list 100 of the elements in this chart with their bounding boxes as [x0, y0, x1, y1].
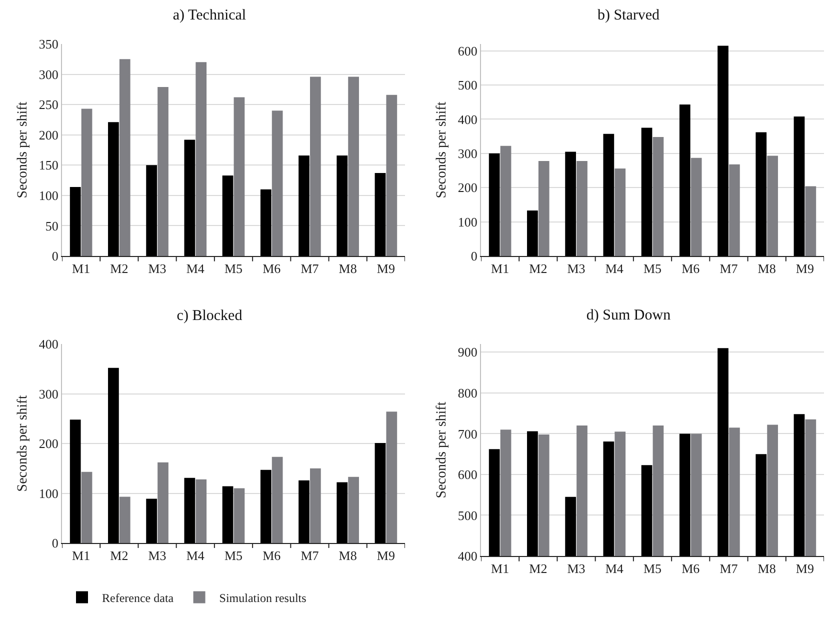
x-tick-label: M1 [72, 260, 90, 276]
x-tick-label: M5 [643, 560, 662, 576]
x-tick-label: M8 [758, 560, 776, 576]
bar [272, 456, 283, 543]
y-tick-label: 500 [458, 508, 478, 523]
y-tick-label: 50 [45, 218, 58, 234]
chart-title: a) Technical [172, 8, 246, 24]
x-tick-label: M2 [529, 260, 548, 276]
y-tick-label: 900 [458, 344, 478, 360]
bar [386, 94, 398, 256]
legend-label: Reference data [102, 590, 174, 605]
y-tick-label: 300 [38, 66, 58, 82]
x-tick-label: M3 [148, 548, 166, 563]
x-tick-label: M6 [262, 260, 282, 276]
y-tick-label: 600 [458, 467, 478, 482]
bar [794, 116, 805, 256]
x-tick-label: M3 [148, 260, 166, 276]
x-tick-label: M2 [529, 560, 548, 576]
y-tick-label: 250 [38, 97, 58, 112]
bar [158, 87, 168, 256]
bar [158, 462, 168, 543]
bar [652, 137, 664, 256]
y-tick-label: 0 [52, 248, 58, 264]
x-tick-label: M1 [491, 560, 510, 576]
y-tick-label: 400 [38, 336, 58, 352]
bar [260, 189, 272, 256]
x-tick-label: M9 [376, 260, 395, 276]
x-tick-label: M6 [682, 560, 700, 576]
bar [222, 175, 234, 256]
bar [374, 443, 386, 543]
bar [108, 122, 119, 256]
bar [374, 173, 386, 256]
bar [298, 480, 310, 543]
bar [756, 132, 767, 256]
bar [222, 486, 234, 543]
bar [184, 478, 196, 543]
bar [81, 472, 92, 543]
bar [805, 186, 816, 256]
x-tick-label: M7 [300, 260, 320, 276]
y-tick-label: 700 [458, 426, 478, 442]
x-tick-label: M1 [491, 260, 510, 276]
y-tick-label: 150 [38, 158, 58, 173]
chart-title: c) Blocked [176, 308, 243, 324]
bar [565, 152, 576, 256]
y-tick-label: 200 [38, 436, 58, 452]
bar [576, 160, 588, 256]
bar [310, 76, 321, 256]
x-tick-label: M6 [682, 260, 700, 276]
bar [527, 210, 538, 256]
y-axis-title: Seconds per shift [16, 102, 30, 198]
bar [234, 488, 245, 543]
bar [500, 146, 512, 256]
x-tick-label: M6 [262, 548, 282, 563]
x-tick-label: M5 [224, 548, 243, 563]
bar [298, 155, 310, 256]
x-tick-label: M5 [643, 260, 662, 276]
x-tick-label: M7 [720, 560, 738, 576]
y-axis-title: Seconds per shift [434, 402, 450, 498]
x-tick-label: M4 [186, 260, 205, 276]
bar [119, 496, 130, 543]
bar [310, 468, 321, 543]
y-tick-label: 100 [38, 188, 58, 203]
x-tick-label: M7 [720, 260, 738, 276]
bar [272, 110, 283, 256]
y-tick-label: 400 [458, 548, 478, 564]
bar [679, 104, 690, 256]
x-tick-label: M3 [567, 560, 586, 576]
y-tick-label: 600 [458, 43, 478, 58]
bar [234, 97, 245, 256]
bar [146, 165, 157, 256]
y-tick-label: 800 [458, 385, 478, 400]
y-tick-label: 100 [38, 486, 58, 501]
y-tick-label: 200 [458, 180, 478, 196]
bar [767, 156, 778, 256]
y-tick-label: 300 [38, 386, 58, 402]
y-tick-label: 300 [458, 146, 478, 161]
bar [718, 46, 728, 256]
bar [386, 412, 398, 543]
legend-label: Simulation results [219, 590, 307, 605]
y-tick-label: 100 [458, 214, 478, 230]
x-tick-label: M9 [796, 560, 814, 576]
x-tick-label: M4 [186, 548, 205, 563]
bar [729, 164, 740, 256]
bar [196, 479, 207, 543]
chart-title: b) Starved [597, 8, 660, 24]
x-tick-label: M9 [796, 260, 814, 276]
bar [641, 128, 652, 256]
bar [614, 168, 626, 256]
bar [146, 498, 157, 543]
x-tick-label: M8 [338, 260, 357, 276]
bar [348, 76, 359, 256]
y-axis-title: Seconds per shift [434, 102, 450, 198]
y-tick-label: 500 [458, 78, 478, 93]
x-tick-label: M3 [567, 260, 586, 276]
bar [336, 155, 348, 256]
bar [336, 482, 348, 543]
chart-title: d) Sum Down [586, 308, 672, 324]
bar [70, 420, 81, 543]
bar [348, 476, 359, 543]
x-tick-label: M4 [605, 560, 624, 576]
